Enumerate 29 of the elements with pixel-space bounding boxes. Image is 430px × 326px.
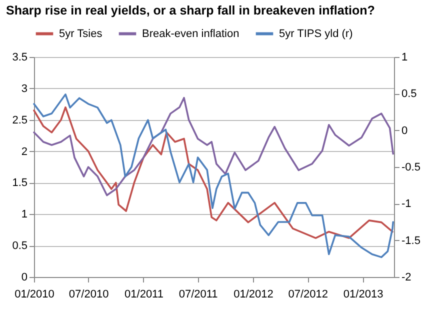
y-tick-label: 2	[21, 146, 28, 158]
legend-label: 5yr TIPS yld (r)	[279, 28, 353, 40]
legend-label: Break-even inflation	[142, 28, 240, 40]
x-tick-label: 01/2011	[124, 288, 164, 300]
y-tick-label: 3	[21, 82, 28, 95]
chart-title: Sharp rise in real yields, or a sharp fall in breakeven inflation?	[6, 4, 375, 18]
y2-tick-label: 0.5	[402, 88, 417, 100]
y2-tick-label: 0	[402, 124, 408, 137]
y2-tick-label: 1	[402, 52, 408, 64]
y-tick-label: 2.5	[12, 114, 28, 126]
y-tick-label: 1.5	[12, 177, 28, 190]
y2-tick-label: -1.5	[402, 234, 420, 247]
y-tick-label: 1	[21, 208, 28, 221]
x-tick-label: 07/2012	[288, 288, 328, 300]
y2-tick-label: -2	[402, 272, 412, 284]
line-series	[33, 96, 394, 196]
legend-label: 5yr Tsies	[59, 28, 103, 40]
x-tick-label: 01/2012	[234, 288, 274, 300]
x-tick-label: 01/2010	[14, 288, 54, 300]
y-tick-label: 3.5	[12, 52, 28, 64]
x-tick-label: 07/2011	[178, 288, 218, 300]
y2-tick-label: -0.5	[402, 162, 420, 174]
line-series	[33, 94, 394, 258]
y-tick-label: 0.5	[12, 240, 28, 252]
x-tick-label: 07/2010	[68, 288, 109, 300]
x-tick-label: 01/2013	[343, 288, 384, 300]
y2-tick-label: -1	[402, 198, 412, 210]
line-series	[33, 106, 394, 239]
y-tick-label: 0	[21, 272, 28, 284]
